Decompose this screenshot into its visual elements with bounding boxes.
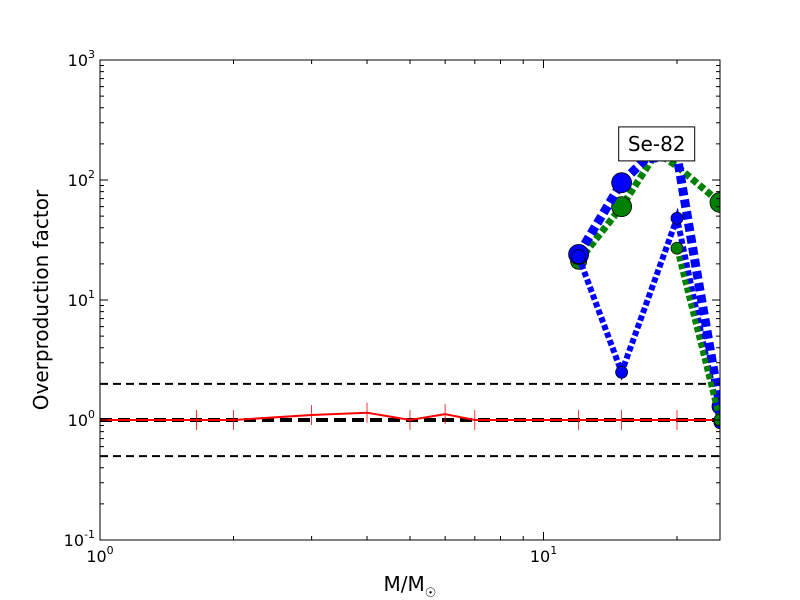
- series-3-line: [575, 207, 720, 424]
- x-tick-label: 100: [86, 544, 113, 566]
- x-axis-label: M/M☉: [384, 572, 437, 600]
- series-3-point: [571, 249, 587, 264]
- series-2-point: [611, 172, 633, 194]
- series-1-point: [611, 196, 633, 218]
- y-tick-label: 100: [68, 408, 95, 430]
- y-tick-label: 10-1: [64, 528, 95, 550]
- series-1-point: [709, 192, 720, 213]
- x-tick-label: 101: [530, 544, 557, 566]
- plot-background: [100, 60, 720, 540]
- y-axis-label: Overproduction factor: [29, 189, 53, 410]
- series-3-point: [670, 211, 684, 225]
- annotation-label: Se-82: [628, 132, 686, 156]
- series-0-line: [100, 411, 720, 422]
- y-tick-label: 103: [68, 48, 95, 70]
- series-4-point: [670, 241, 684, 255]
- y-tick-label: 101: [68, 288, 95, 310]
- y-tick-label: 102: [68, 168, 95, 190]
- series-3-point: [615, 365, 629, 379]
- annotation-frame: [618, 126, 696, 162]
- annotation-box: Se-82: [618, 126, 696, 162]
- series-4-line: [674, 247, 720, 421]
